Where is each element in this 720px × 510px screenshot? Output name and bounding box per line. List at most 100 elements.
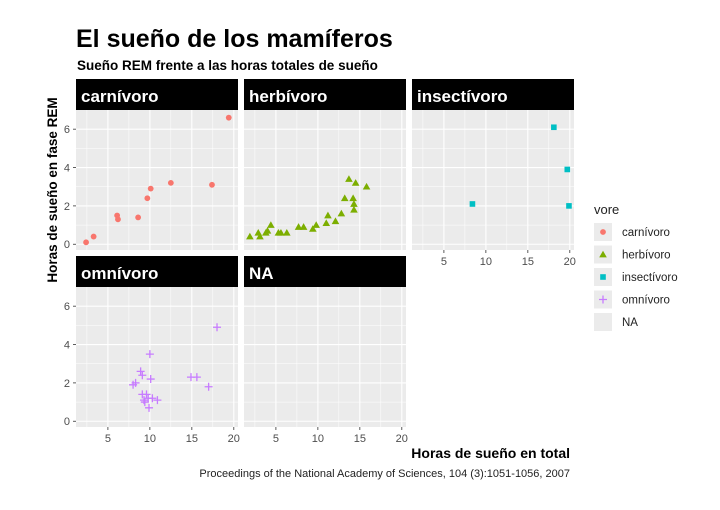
data-point-herbivoro <box>349 194 357 202</box>
x-tick-label: 15 <box>522 256 534 268</box>
data-point-omnivoro <box>136 367 145 376</box>
legend-item-na: NA <box>594 313 638 331</box>
data-point-insectivoro <box>564 166 571 173</box>
data-point-herbivoro <box>324 211 332 219</box>
data-point-omnivoro <box>138 371 147 380</box>
facet-strip <box>76 79 238 110</box>
legend-item-carnivoro: carnívoro <box>594 223 670 241</box>
data-point-herbivoro <box>331 217 340 225</box>
data-point-herbivoro <box>312 221 320 228</box>
panel-background <box>244 287 406 427</box>
data-point-carnivoro <box>115 216 121 223</box>
y-tick-label: 2 <box>64 201 70 213</box>
facet-label: carnívoro <box>81 87 158 106</box>
legend-key <box>594 313 612 331</box>
facet-panel-na: NA 5 10 15 20 <box>244 256 408 445</box>
facet-strip <box>76 256 238 287</box>
legend-label: carnívoro <box>622 227 670 239</box>
y-tick-label: 4 <box>64 340 70 352</box>
legend-label: herbívoro <box>622 250 671 262</box>
data-point-herbivoro <box>263 227 272 234</box>
x-axis-title: Horas de sueño en total <box>411 445 570 461</box>
data-point-omnivoro <box>204 382 213 391</box>
y-tick-label: 4 <box>64 163 70 175</box>
data-point-carnivoro <box>147 185 154 192</box>
panel-background <box>76 110 238 250</box>
data-point-omnivoro <box>139 396 148 405</box>
facet-strip <box>244 79 406 110</box>
legend-title: vore <box>594 202 619 217</box>
data-point-herbivoro <box>345 175 353 182</box>
facet-strip <box>244 256 406 287</box>
data-point-omnivoro <box>146 375 155 384</box>
facet-strip <box>412 79 574 110</box>
facet-label: omnívoro <box>81 264 158 283</box>
data-point-herbivoro <box>299 223 308 230</box>
data-point-omnivoro <box>140 398 149 407</box>
x-tick-label: 5 <box>441 256 447 268</box>
facet-panel-insectivoro: insectívoro 5 10 15 20 <box>412 79 576 268</box>
x-tick-label: 10 <box>312 433 324 445</box>
data-point-herbivoro <box>340 194 349 202</box>
data-point-carnivoro <box>83 239 89 246</box>
data-point-herbivoro <box>246 232 254 240</box>
y-tick-label: 6 <box>64 301 70 313</box>
x-tick-label: 10 <box>480 256 492 268</box>
data-point-omnivoro <box>213 323 222 332</box>
y-tick-label: 0 <box>64 416 70 428</box>
data-point-herbivoro <box>256 232 264 240</box>
facet-panel-carnivoro: carnívoro 0 2 4 6 <box>64 79 238 251</box>
y-tick-label: 0 <box>64 239 70 251</box>
data-point-insectivoro <box>551 124 557 131</box>
x-tick-label: 20 <box>564 256 576 268</box>
data-point-herbivoro <box>350 205 358 213</box>
data-point-omnivoro <box>192 373 201 382</box>
y-tick-label: 2 <box>64 378 70 390</box>
legend-label: insectívoro <box>622 272 678 284</box>
x-tick-label: 20 <box>228 433 240 445</box>
data-point-insectivoro <box>566 203 572 209</box>
data-point-herbivoro <box>337 209 346 217</box>
legend-marker-insectivoro <box>600 274 606 280</box>
x-tick-label: 5 <box>105 433 111 445</box>
legend-marker-herbivoro <box>599 250 607 258</box>
legend-marker-carnivoro <box>600 229 606 235</box>
chart-title: El sueño de los mamíferos <box>76 25 393 53</box>
data-point-herbivoro <box>283 228 291 236</box>
data-point-herbivoro <box>277 228 285 236</box>
data-point-omnivoro <box>145 403 154 412</box>
y-axis-title: Horas de sueño en fase REM <box>45 97 60 282</box>
data-point-insectivoro <box>469 201 476 207</box>
data-point-herbivoro <box>362 182 371 190</box>
legend: vore carnívoro herbívoro insectívoro omnívo… <box>594 202 678 331</box>
panel-background <box>76 287 238 427</box>
x-tick-label: 15 <box>354 433 366 445</box>
panel-background <box>412 110 574 250</box>
data-point-carnivoro <box>225 114 232 121</box>
y-tick-label: 6 <box>64 124 70 136</box>
data-point-carnivoro <box>144 195 151 202</box>
data-point-omnivoro <box>148 394 157 403</box>
x-tick-label: 15 <box>186 433 198 445</box>
legend-label: omnívoro <box>622 295 670 307</box>
data-point-herbivoro <box>267 221 275 228</box>
data-point-carnivoro <box>90 233 97 240</box>
facet-panel-herbivoro: herbívoro <box>244 79 406 250</box>
legend-marker-omnivoro <box>599 295 607 304</box>
data-point-herbivoro <box>351 179 360 186</box>
data-point-herbivoro <box>309 225 317 232</box>
data-point-carnivoro <box>135 214 142 221</box>
data-point-carnivoro <box>209 181 215 188</box>
chart-subtitle: Sueño REM frente a las horas totales de … <box>77 58 378 73</box>
x-tick-label: 20 <box>396 433 408 445</box>
data-point-omnivoro <box>145 350 154 359</box>
data-point-herbivoro <box>322 219 331 227</box>
facet-panel-omnivoro: omnívoro 0 2 4 6 5 10 15 20 <box>64 256 240 445</box>
facet-label: herbívoro <box>249 87 327 106</box>
legend-item-omnivoro: omnívoro <box>594 290 670 309</box>
legend-label: NA <box>622 317 638 329</box>
legend-item-herbivoro: herbívoro <box>594 245 671 264</box>
facet-label: NA <box>249 264 274 283</box>
